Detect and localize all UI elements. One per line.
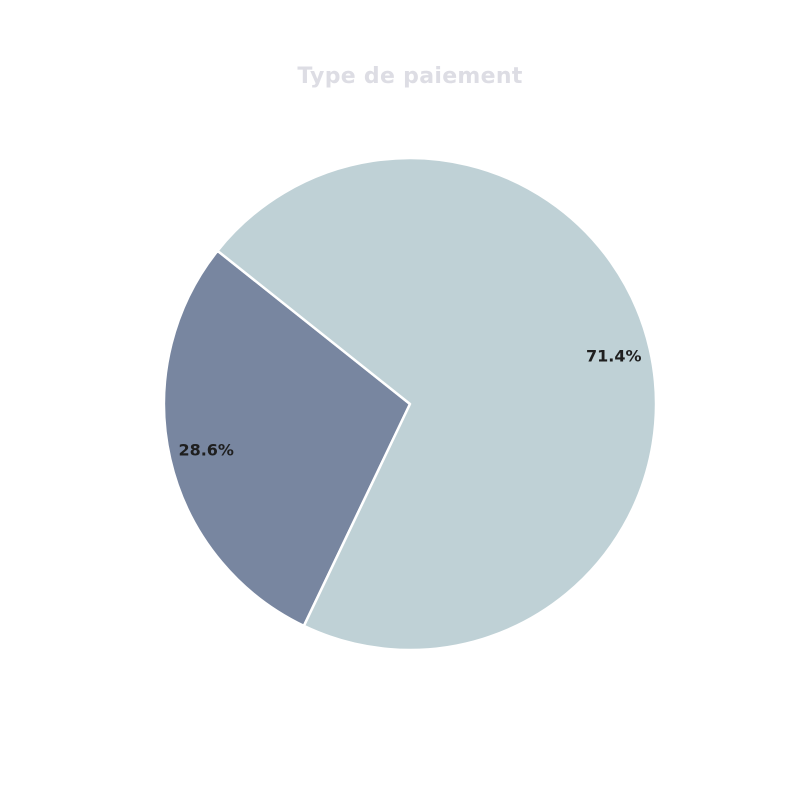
pie-slice-2 [216,156,658,652]
pie-slices [162,156,658,652]
chart-title: Type de paiement [297,64,523,89]
pie-labels: 28.6% 71.4% [178,347,641,460]
pie-slice-2-label: 71.4% [586,347,642,366]
pie-slice-1-label: 28.6% [178,440,234,459]
